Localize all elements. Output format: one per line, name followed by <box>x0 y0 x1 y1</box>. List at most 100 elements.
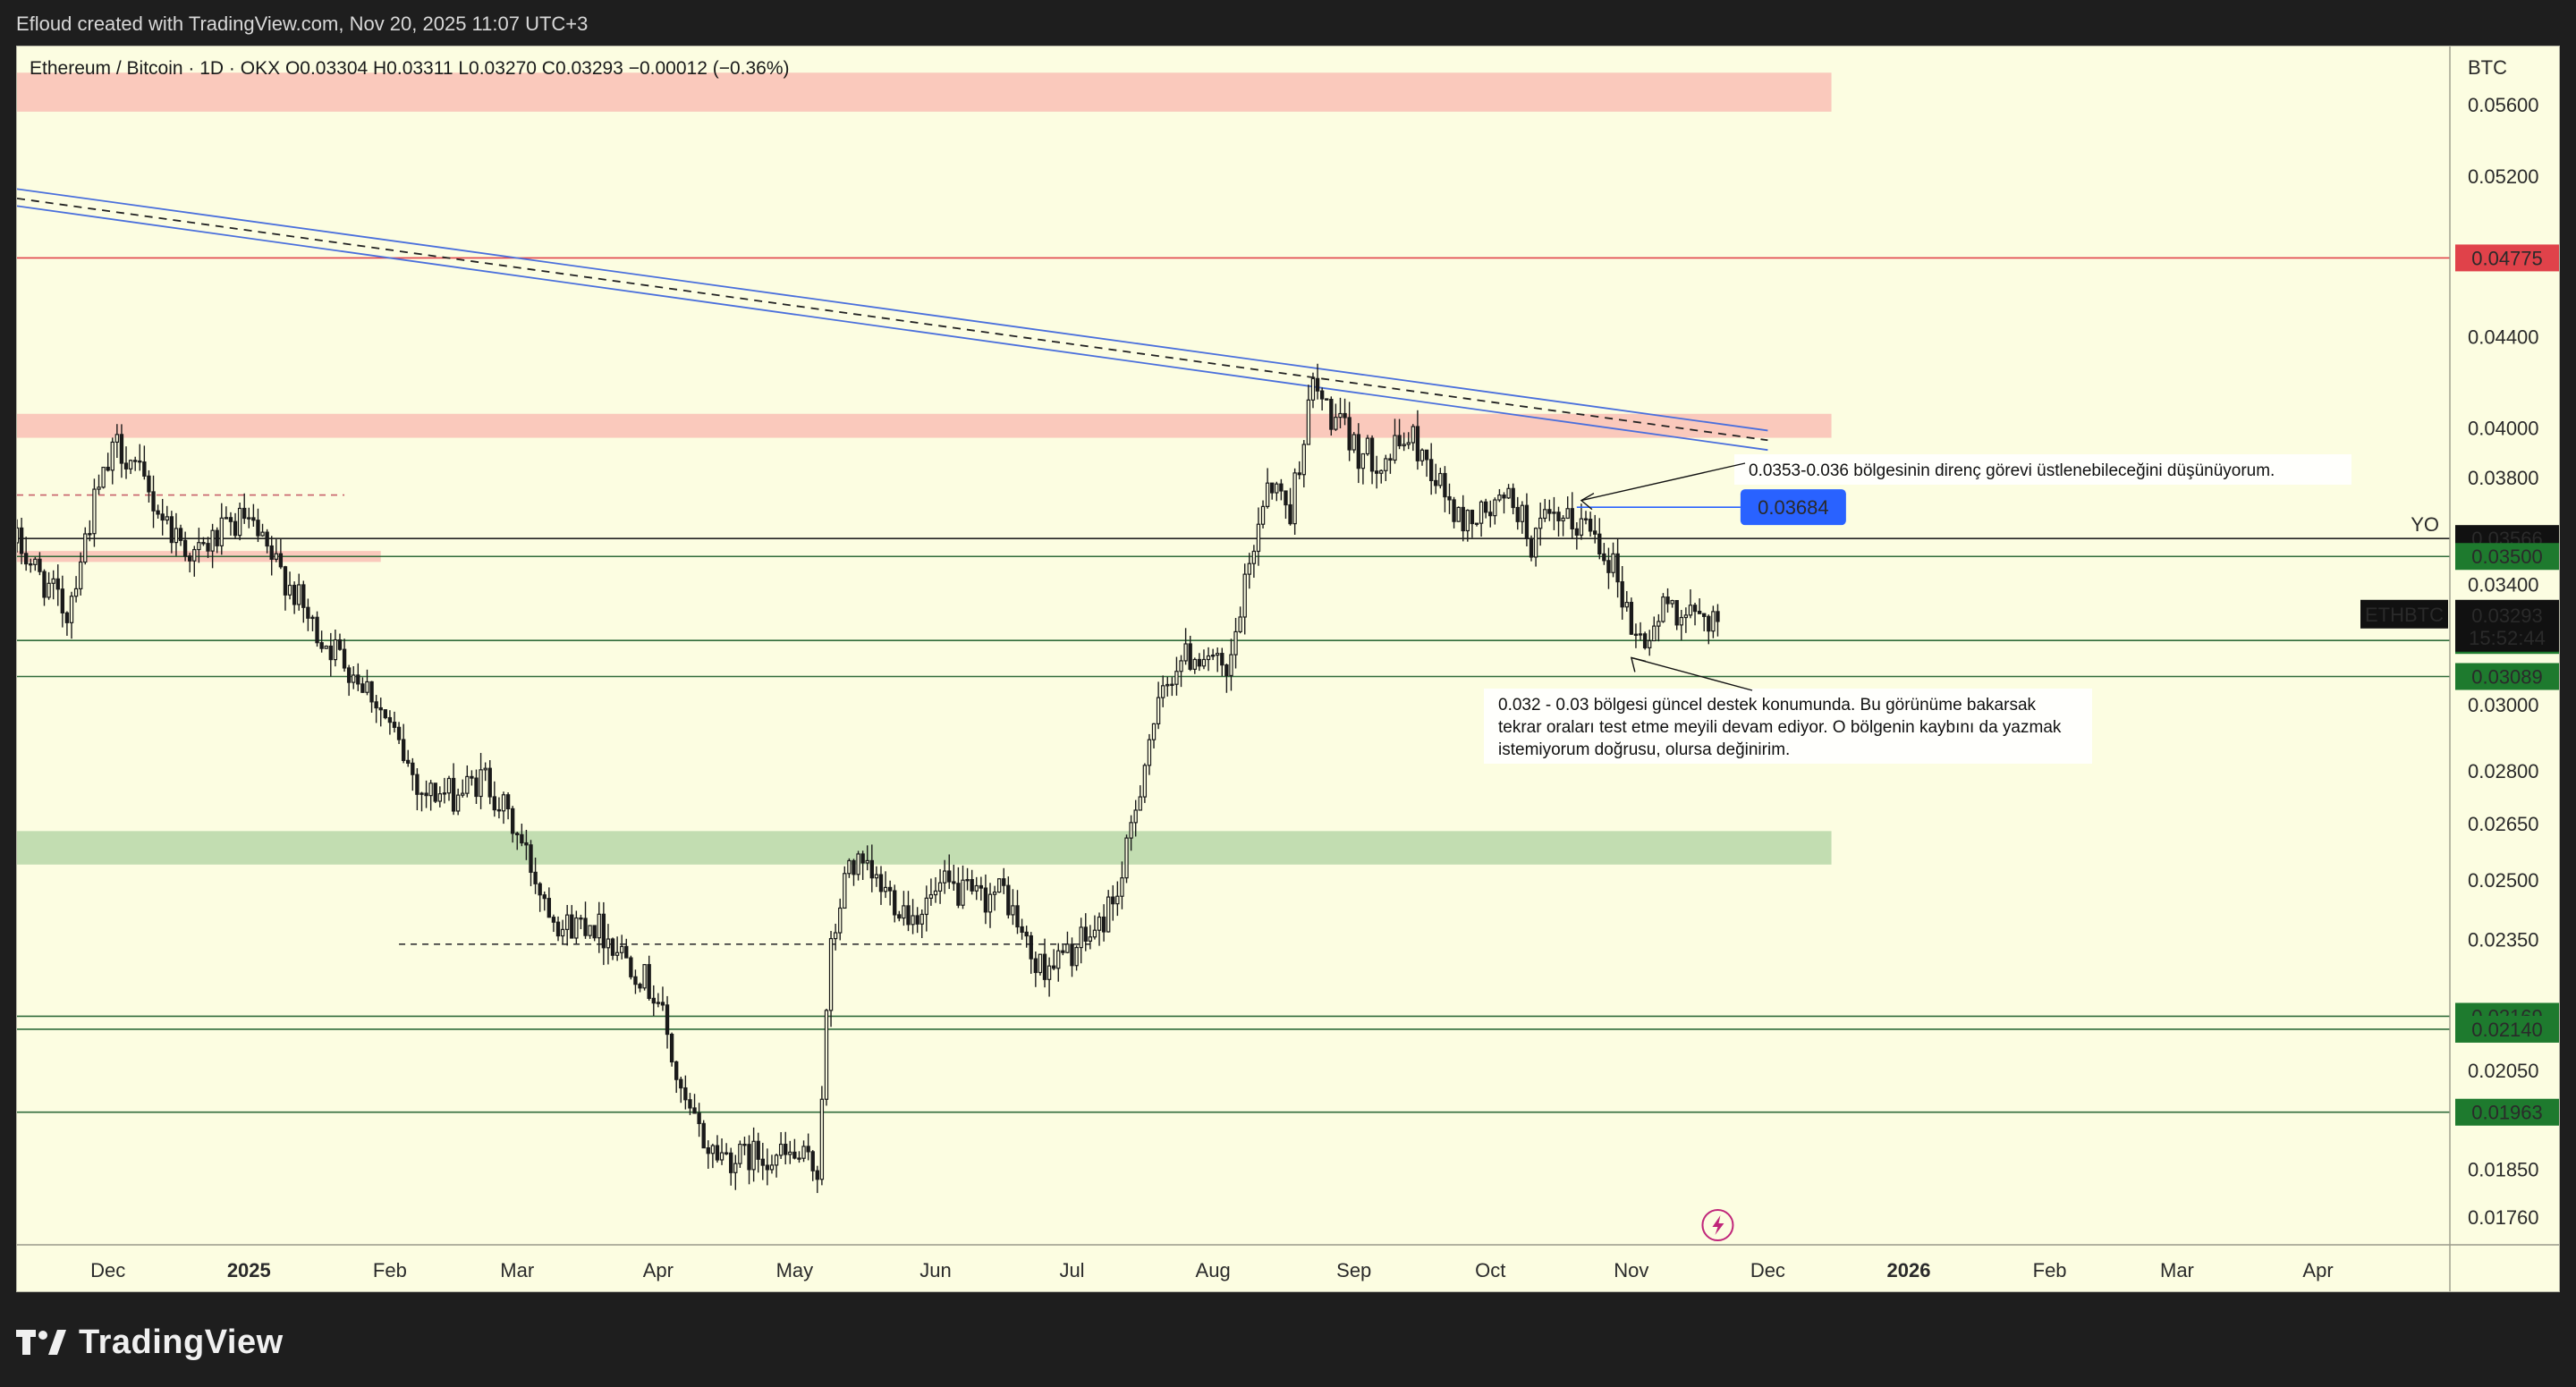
candle-body <box>210 529 215 552</box>
x-tick-label: Apr <box>2302 1259 2333 1281</box>
tradingview-logo[interactable]: TradingView <box>16 1320 284 1365</box>
x-tick-label: Mar <box>2160 1259 2194 1281</box>
candle-body <box>1483 501 1488 513</box>
candle-body <box>1369 437 1375 472</box>
target-price-tag-label: 0.03684 <box>1758 496 1829 519</box>
candle-body <box>961 879 965 906</box>
candle-body <box>324 645 328 649</box>
candle-body <box>778 1143 784 1156</box>
candle-body <box>706 1146 710 1154</box>
candle-body <box>1661 596 1665 622</box>
candle-body <box>1402 444 1406 447</box>
candle-body <box>1497 495 1502 501</box>
candle-body <box>392 722 397 728</box>
candle-body <box>428 782 433 797</box>
candle-body <box>1388 458 1393 461</box>
candle-body <box>1284 490 1288 506</box>
candle-body <box>788 1151 792 1155</box>
candle-body <box>847 859 852 875</box>
x-tick-label: Mar <box>500 1259 534 1281</box>
candle-body <box>1711 611 1716 632</box>
candle-body <box>1183 643 1188 662</box>
candle-body <box>1106 896 1111 933</box>
candle-body <box>1024 931 1029 937</box>
candle-body <box>1552 512 1556 514</box>
ethbtc-chart[interactable]: 0.03684 0.0353-0.036 bölgesinin direnç gö… <box>17 47 2560 1292</box>
x-tick-label: 2025 <box>227 1259 271 1281</box>
candle-body <box>824 1010 829 1100</box>
candle-body <box>1620 580 1624 608</box>
candle-body <box>738 1143 742 1164</box>
candle-body <box>1502 495 1506 499</box>
candle-body <box>1452 499 1456 522</box>
candle-body <box>1665 596 1670 605</box>
y-tick-label: 0.03800 <box>2468 467 2539 489</box>
candle-body <box>492 796 497 811</box>
candle-body <box>751 1140 756 1171</box>
candle-body <box>742 1143 747 1146</box>
candle-body <box>437 793 442 802</box>
candle-body <box>192 548 197 562</box>
legend-ohlc: O0.03304 H0.03311 L0.03270 C0.03293 −0.0… <box>285 58 790 79</box>
candle-body <box>979 884 984 889</box>
candle-body <box>1292 472 1297 525</box>
candle-body <box>792 1151 797 1159</box>
candle-body <box>201 542 206 545</box>
candle-body <box>69 596 74 623</box>
candle-body <box>570 914 574 939</box>
candle-body <box>815 1170 819 1180</box>
candle-body <box>92 488 97 535</box>
legend-symbol[interactable]: Ethereum / Bitcoin · 1D · OKX <box>30 58 285 79</box>
candle-body <box>579 917 583 920</box>
candle-body <box>688 1099 692 1109</box>
candle-body <box>996 878 1002 893</box>
candle-body <box>1220 653 1224 666</box>
candle-body <box>505 794 511 809</box>
candle-body <box>1061 950 1065 953</box>
candle-body <box>902 905 906 919</box>
candle-body <box>1120 877 1124 897</box>
candle-body <box>383 709 387 719</box>
target-price-tag[interactable] <box>1740 489 1846 526</box>
candle-body <box>1247 562 1251 575</box>
candle-body <box>1593 530 1597 535</box>
candle-body <box>79 561 83 589</box>
candle-body <box>33 558 38 565</box>
candle-body <box>123 462 129 469</box>
candle-body <box>110 441 114 471</box>
candle-body <box>278 553 284 568</box>
candle-body <box>251 517 256 521</box>
candle-body <box>106 466 110 471</box>
candle-body <box>1633 633 1639 636</box>
candle-body <box>828 937 834 1011</box>
candle-body <box>1111 896 1115 905</box>
candle-body <box>29 562 33 566</box>
lightning-icon[interactable] <box>1701 1209 1734 1241</box>
candle-body <box>1511 487 1515 509</box>
candle-body <box>806 1146 810 1153</box>
candle-body <box>897 914 902 919</box>
candle-body <box>1579 518 1584 536</box>
candle-body <box>887 886 893 892</box>
candle-body <box>669 1033 674 1063</box>
candle-body <box>1238 616 1242 633</box>
candle-body <box>1310 377 1316 401</box>
candle-body <box>1411 426 1415 444</box>
chart-frame[interactable]: 0.03684 0.0353-0.036 bölgesinin direnç gö… <box>16 46 2560 1292</box>
candle-body <box>369 681 374 703</box>
candle-body <box>520 833 524 844</box>
candle-body <box>1233 630 1238 655</box>
candle-body <box>461 792 465 796</box>
candle-body <box>874 874 879 879</box>
candle-body <box>1251 550 1257 564</box>
candle-body <box>1156 697 1161 724</box>
candle-body <box>1265 482 1270 507</box>
candle-body <box>23 553 29 565</box>
candle-body <box>819 1098 825 1180</box>
candle-body <box>797 1157 801 1160</box>
x-tick-label: Dec <box>90 1259 125 1281</box>
candle-body <box>1428 459 1434 482</box>
candle-body <box>487 767 492 798</box>
candle-body <box>269 545 274 560</box>
candle-body <box>1015 905 1020 928</box>
